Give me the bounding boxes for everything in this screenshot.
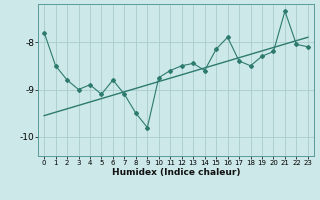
X-axis label: Humidex (Indice chaleur): Humidex (Indice chaleur): [112, 168, 240, 177]
